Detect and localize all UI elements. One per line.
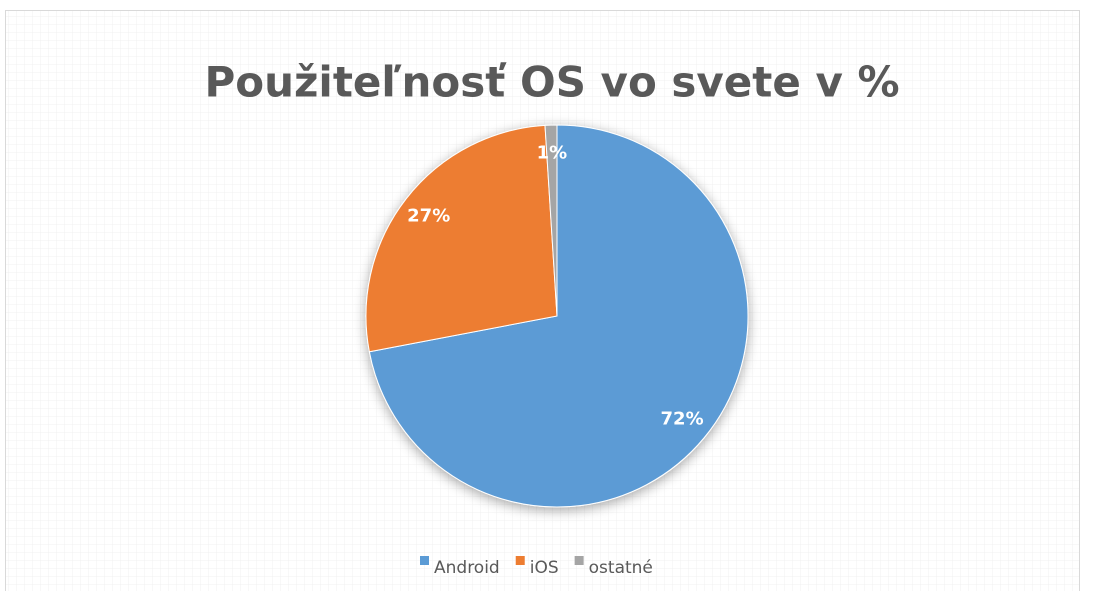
chart-title: Použiteľnosť OS vo svete v %	[204, 58, 899, 107]
legend: Android iOS ostatné	[420, 556, 653, 578]
legend-swatch	[515, 556, 525, 565]
data-label: 27%	[407, 205, 450, 226]
pie-slice	[365, 124, 558, 353]
pie-slice	[544, 124, 558, 317]
legend-label: iOS	[530, 558, 559, 578]
legend-label: ostatné	[589, 558, 653, 578]
data-labels: 72% 27% 1%	[407, 143, 703, 430]
pie-slice	[368, 124, 749, 508]
data-label: 1%	[537, 143, 568, 164]
legend-swatch	[420, 556, 429, 565]
pie	[365, 124, 749, 508]
legend-swatch	[574, 556, 584, 565]
legend-label: Android	[434, 558, 500, 578]
data-label: 72%	[661, 408, 704, 429]
